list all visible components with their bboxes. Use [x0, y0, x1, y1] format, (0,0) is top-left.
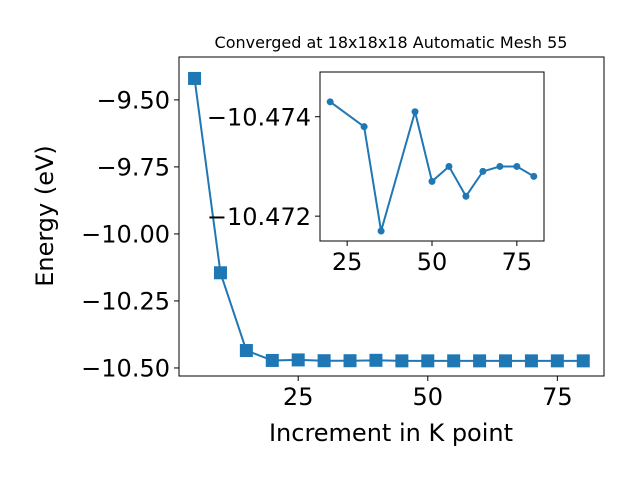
main-data-point: [188, 71, 202, 85]
main-x-tick-label: 25: [283, 383, 314, 411]
chart-title: Converged at 18x18x18 Automatic Mesh 55: [215, 33, 568, 52]
inset-data-point: [530, 172, 538, 180]
inset-data-point: [445, 162, 453, 170]
main-series-line: [193, 78, 584, 362]
inset-y-tick-label: −10.472: [207, 203, 311, 231]
main-data-point: [499, 354, 513, 368]
inset-x-tick-label: 50: [417, 248, 448, 276]
main-y-tick-label: −9.50: [96, 87, 170, 115]
main-data-point: [473, 354, 487, 368]
inset-data-point: [360, 123, 368, 131]
main-y-tick-label: −10.25: [81, 288, 170, 316]
main-data-point: [369, 353, 383, 367]
main-data-point: [291, 353, 305, 367]
main-data-point: [550, 354, 564, 368]
main-data-point: [239, 344, 253, 358]
main-data-point: [317, 354, 331, 368]
main-data-point: [524, 354, 538, 368]
inset-axes-frame: [319, 71, 545, 242]
main-data-point: [213, 266, 227, 280]
main-y-tick-label: −10.00: [81, 221, 170, 249]
inset-x-tick-label: 25: [332, 248, 363, 276]
main-y-tick-label: −10.50: [81, 355, 170, 383]
y-axis-label: Energy (eV): [31, 145, 59, 287]
main-x-tick-label: 75: [542, 383, 573, 411]
x-axis-label: Increment in K point: [269, 419, 513, 447]
inset-data-point: [377, 227, 385, 235]
main-data-point: [447, 354, 461, 368]
inset-data-point: [326, 98, 334, 106]
inset-x-tick-label: 75: [502, 248, 533, 276]
inset-data-point: [428, 177, 436, 185]
main-data-point: [421, 354, 435, 368]
inset-plot: 25 50 75 −10.474 −10.472: [207, 71, 545, 276]
inset-data-point: [496, 162, 504, 170]
main-data-point: [265, 353, 279, 367]
main-data-point: [343, 354, 357, 368]
main-x-tick-label: 50: [413, 383, 444, 411]
inset-y-tick-label: −10.474: [207, 103, 311, 131]
main-y-tick-label: −9.75: [96, 154, 170, 182]
inset-data-point: [411, 108, 419, 116]
inset-data-point: [462, 192, 470, 200]
main-data-point: [576, 354, 590, 368]
inset-data-point: [513, 162, 521, 170]
inset-data-point: [479, 167, 487, 175]
main-data-point: [395, 354, 409, 368]
